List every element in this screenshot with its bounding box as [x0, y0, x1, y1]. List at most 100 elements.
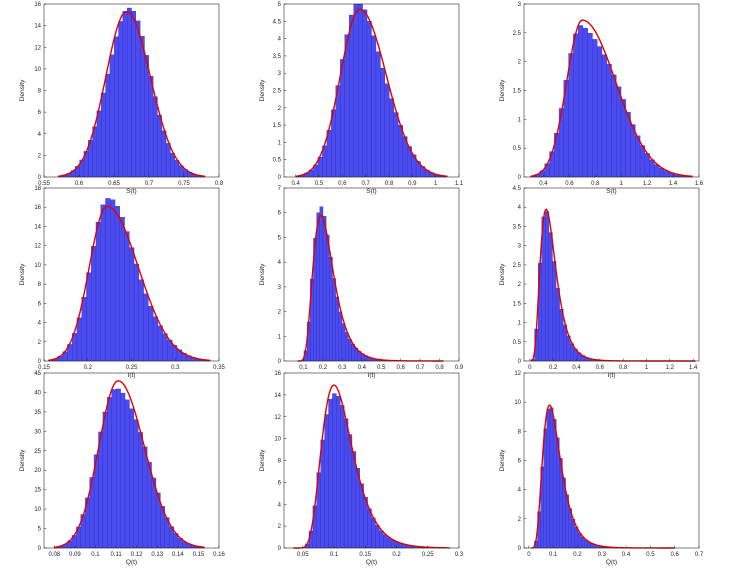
histogram-bars — [54, 389, 204, 548]
x-tick-label: 0.6 — [565, 181, 574, 187]
histogram-bar — [645, 153, 650, 177]
histogram-bar — [583, 28, 588, 177]
histogram-bar — [578, 25, 583, 177]
x-tick-label: 0.65 — [108, 181, 120, 187]
y-tick-label: 0 — [38, 546, 42, 552]
histogram-bar — [317, 213, 320, 361]
histogram-bar — [650, 160, 655, 177]
y-axis-label: Density — [499, 449, 506, 471]
histogram-bar — [163, 334, 168, 361]
histogram-bar — [170, 153, 174, 177]
y-tick-label: 45 — [34, 371, 41, 377]
histogram-bar — [549, 233, 553, 361]
x-tick-label: 0.2 — [573, 552, 582, 558]
histogram-bar — [336, 297, 339, 361]
y-tick-label: 0.5 — [513, 146, 522, 152]
y-tick-label: 4 — [38, 321, 42, 327]
x-tick-label: 0.6 — [596, 365, 605, 371]
histogram-bar — [144, 294, 149, 361]
histogram-bar — [323, 216, 326, 361]
x-tick-label: 0.25 — [126, 365, 138, 371]
x-tick-label: 0.35 — [213, 365, 225, 371]
x-axis-label: Q(t) — [606, 559, 617, 566]
y-tick-label: 14 — [34, 224, 41, 230]
x-tick-label: 0.4 — [572, 365, 581, 371]
histogram-bar — [654, 165, 659, 177]
x-tick-label: 0.14 — [172, 552, 184, 558]
histogram-bar — [166, 143, 170, 177]
y-tick-label: 7 — [278, 186, 282, 192]
y-tick-label: 4 — [278, 37, 282, 43]
y-tick-label: 1.5 — [513, 89, 522, 95]
y-tick-label: 18 — [34, 186, 41, 192]
histogram-bar — [569, 54, 574, 177]
histogram-bar — [82, 297, 87, 361]
y-tick-label: 2.5 — [513, 263, 522, 269]
y-tick-label: 4 — [278, 260, 282, 266]
x-tick-label: 0.2 — [549, 365, 558, 371]
y-tick-label: 8 — [518, 429, 522, 435]
histogram-bar — [352, 451, 356, 548]
y-tick-label: 12 — [34, 45, 41, 51]
x-tick-label: 0 — [527, 552, 531, 558]
histogram-bar — [394, 113, 398, 177]
histogram-bar — [368, 509, 372, 548]
x-tick-label: 0.1 — [299, 365, 308, 371]
histogram-bar — [103, 412, 107, 548]
x-tick-label: 0.4 — [622, 552, 631, 558]
histogram-bar — [588, 33, 593, 177]
y-tick-label: 16 — [34, 2, 41, 8]
histogram-bar — [342, 324, 345, 361]
x-tick-label: 0.15 — [359, 552, 371, 558]
x-tick-label: 0.8 — [215, 181, 224, 187]
x-tick-label: 0.13 — [151, 552, 163, 558]
histogram-bar — [336, 86, 340, 177]
histogram-bar — [545, 212, 549, 361]
x-tick-label: 0.3 — [455, 552, 464, 558]
x-tick-label: 0.7 — [361, 181, 370, 187]
x-axis-label: Q(t) — [366, 559, 377, 566]
y-tick-label: 4 — [518, 205, 522, 211]
y-tick-label: 1 — [278, 334, 282, 340]
y-tick-label: 0 — [278, 546, 282, 552]
histogram-bar — [659, 168, 664, 177]
histogram-bar — [101, 205, 106, 361]
histogram-bar — [143, 447, 147, 548]
histogram-bar — [329, 399, 333, 548]
y-tick-label: 2 — [38, 340, 42, 346]
histogram-bar — [149, 76, 153, 177]
histogram-bar — [372, 36, 376, 177]
x-tick-label: 0.8 — [385, 181, 394, 187]
y-tick-label: 8 — [38, 282, 42, 288]
x-axis-label: Q(t) — [126, 559, 137, 566]
y-tick-label: 40 — [34, 390, 41, 396]
histogram-bar — [144, 55, 148, 177]
histogram-bar — [367, 21, 371, 177]
y-tick-label: 10 — [34, 67, 41, 73]
histogram-bar — [363, 10, 367, 177]
histogram-bar — [123, 11, 127, 177]
x-tick-label: 0.4 — [539, 181, 548, 187]
y-tick-label: 10 — [514, 400, 521, 406]
y-tick-label: 2 — [38, 153, 42, 159]
y-tick-label: 0 — [518, 175, 522, 181]
histogram-bar — [372, 518, 376, 548]
x-tick-label: 0.9 — [455, 365, 464, 371]
y-tick-label: 4 — [278, 502, 282, 508]
histogram-bar — [136, 21, 140, 177]
histogram-bar — [98, 432, 102, 548]
y-tick-label: 3.5 — [513, 224, 522, 230]
x-tick-label: 0.2 — [84, 365, 93, 371]
x-tick-label: 0.8 — [435, 365, 444, 371]
histogram-bar — [332, 278, 335, 361]
histogram-bar — [550, 152, 555, 177]
y-tick-label: 4.5 — [273, 19, 282, 25]
y-axis-label: Density — [19, 79, 26, 101]
y-tick-label: 1 — [518, 321, 522, 327]
y-tick-label: 6 — [278, 211, 282, 217]
y-axis-label: Density — [259, 449, 266, 471]
y-tick-label: 0.5 — [513, 340, 522, 346]
histogram-bar — [112, 389, 116, 548]
